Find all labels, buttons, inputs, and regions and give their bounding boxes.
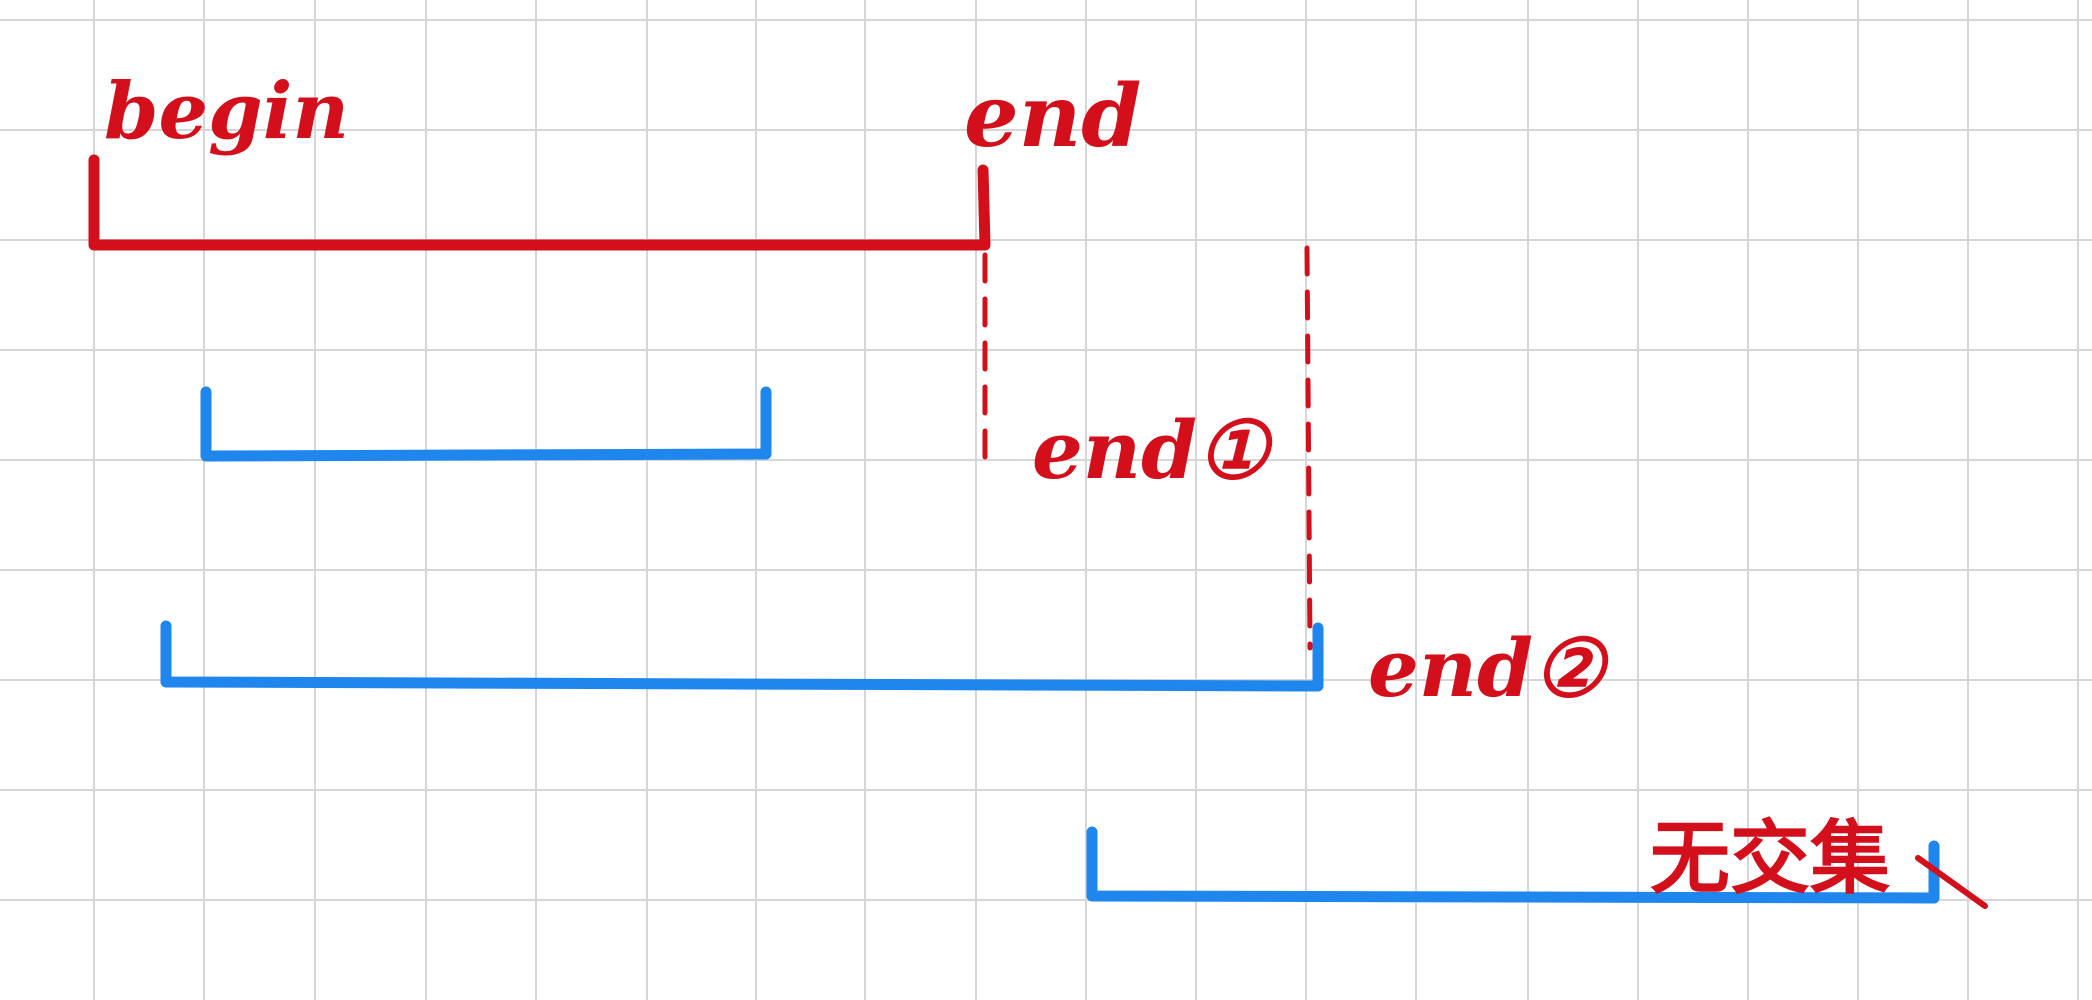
interval-1-bracket (200, 386, 772, 462)
end-label: end (964, 66, 1141, 167)
reference-interval (88, 154, 991, 251)
end-2-guide-dashed-line (1304, 245, 1313, 651)
no-intersection-flourish-stroke (1915, 855, 1988, 909)
begin-label: begin (104, 66, 349, 157)
end-case-2-label: end② (1368, 621, 1610, 715)
end-case-1-label: end① (1032, 403, 1274, 497)
reference-interval-bracket (88, 154, 991, 251)
interval-2-bracket (160, 620, 1324, 692)
no-intersection-label: 无交集 (1650, 812, 1890, 905)
